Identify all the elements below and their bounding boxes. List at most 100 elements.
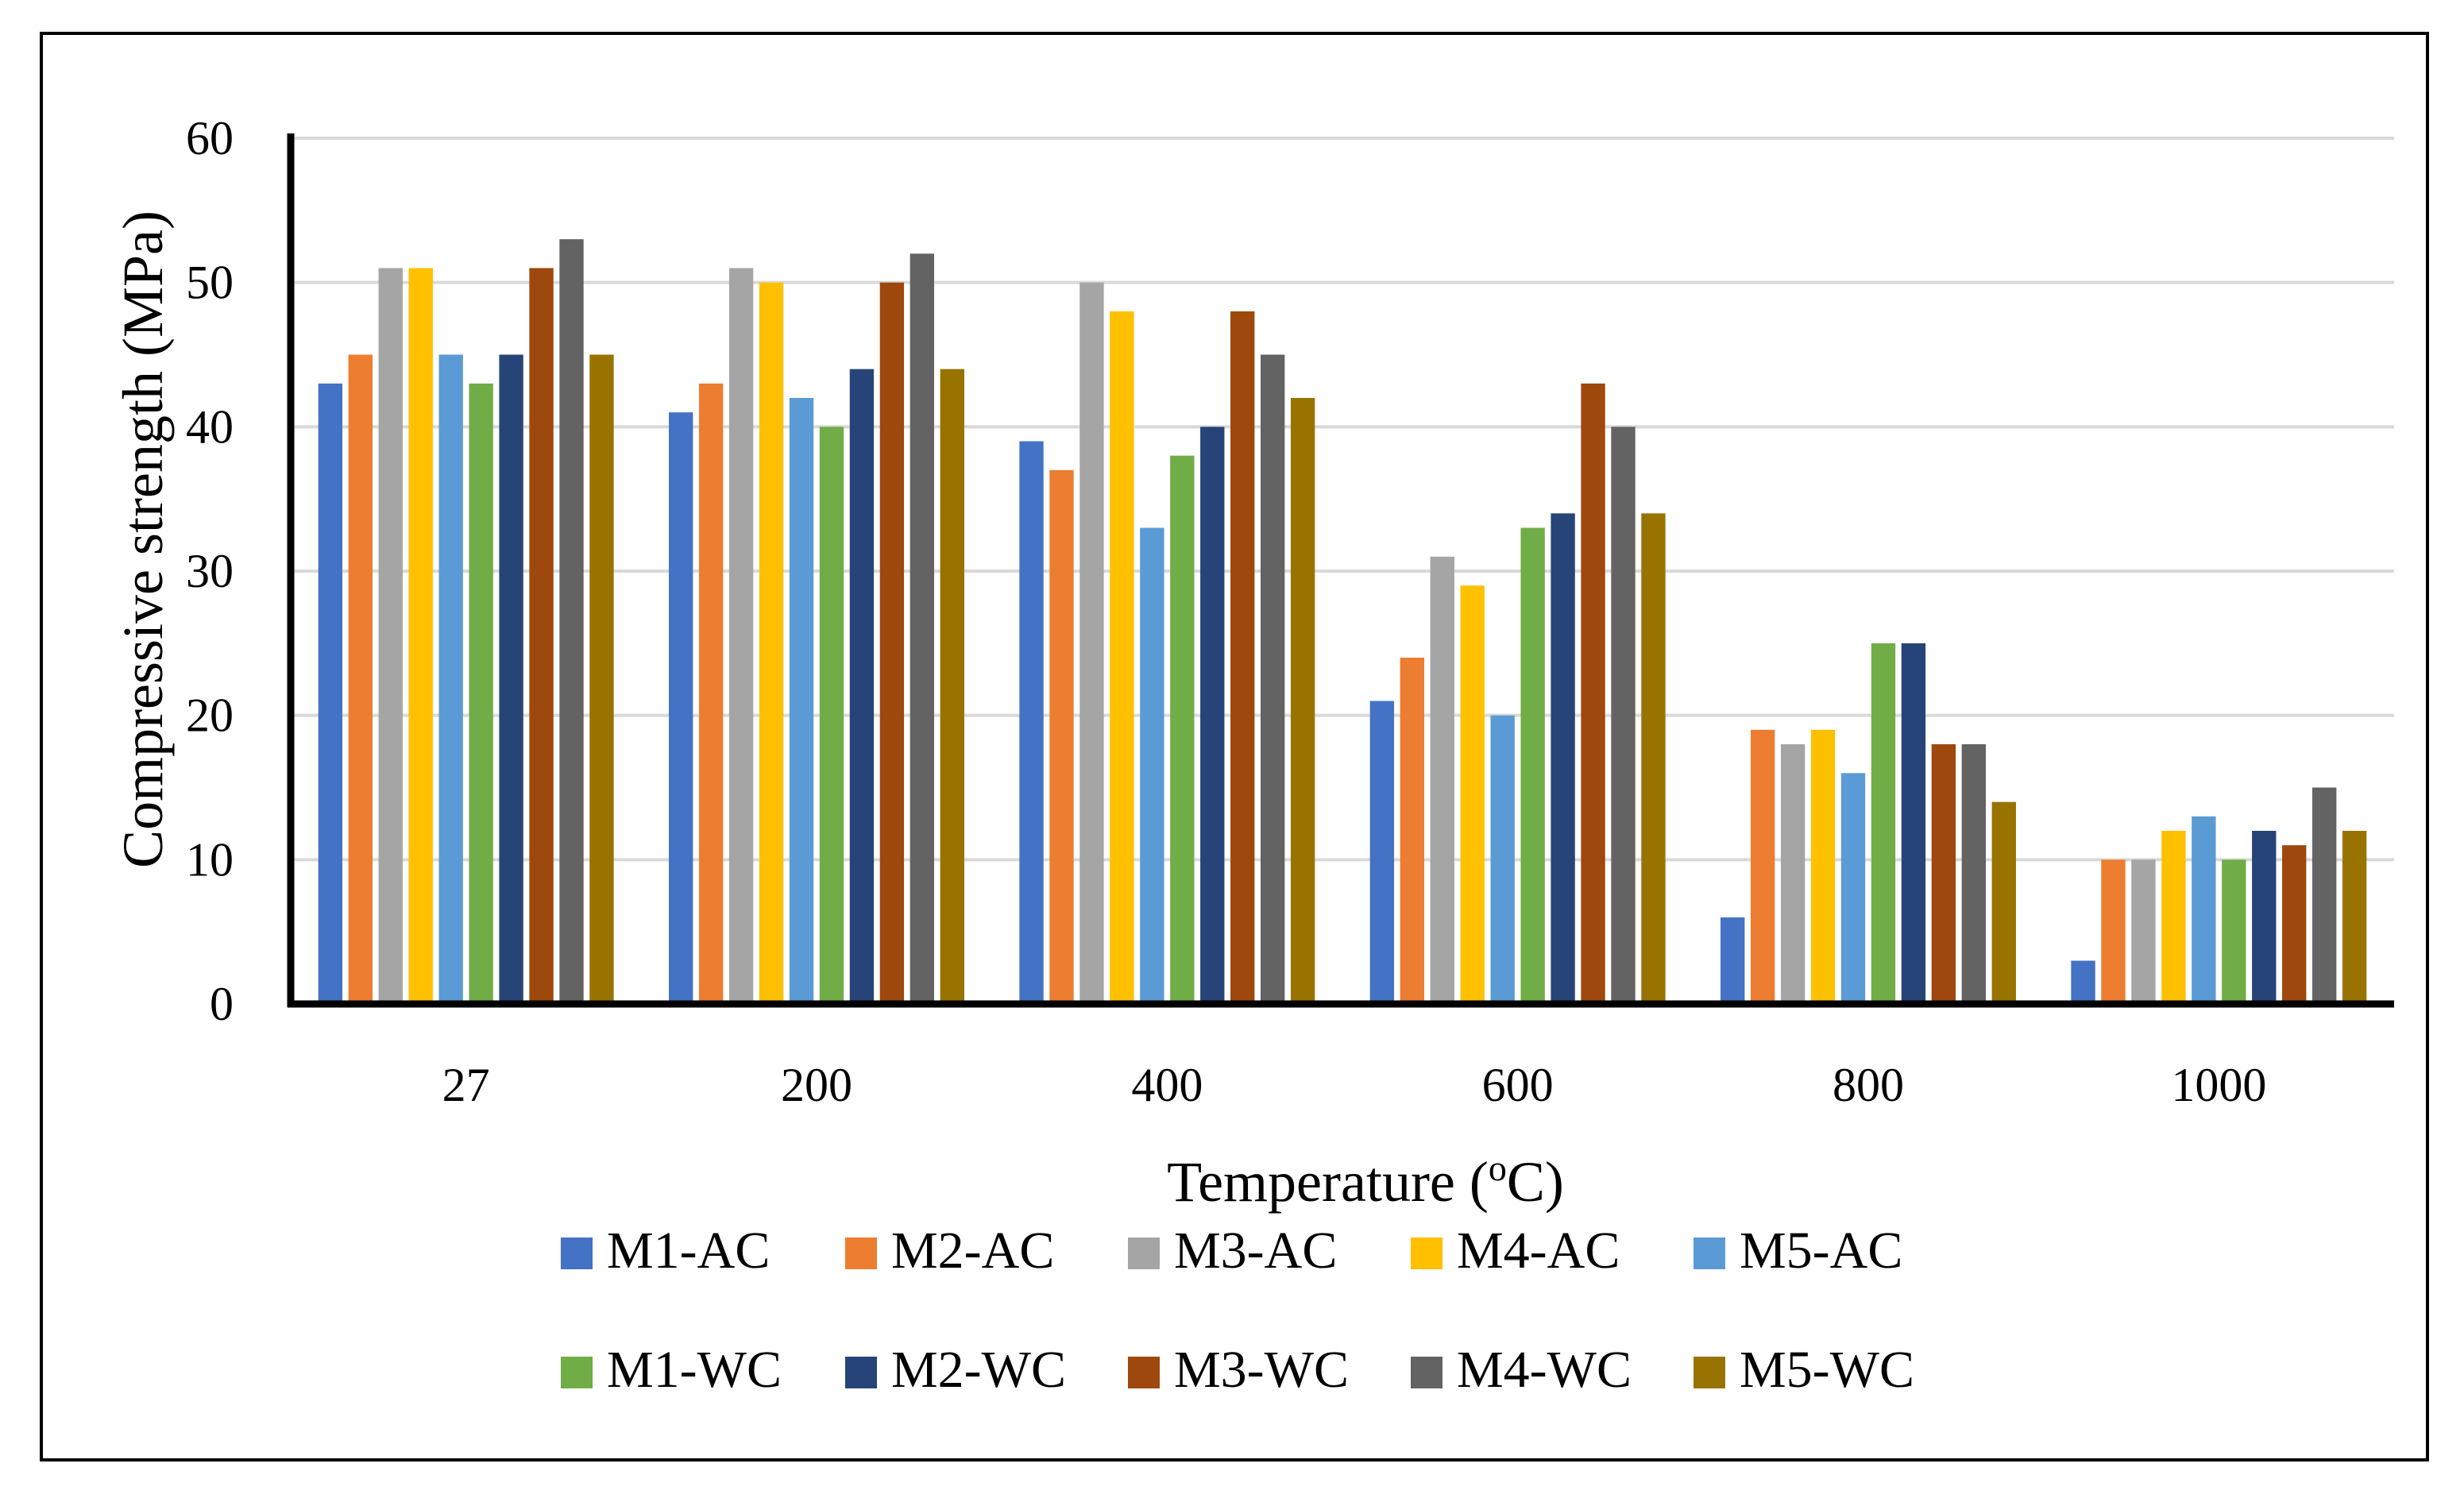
bar-m2-wc-600 (1551, 513, 1575, 1004)
bar-m4-ac-800 (1810, 729, 1836, 1004)
bar-m5-ac-600 (1490, 715, 1515, 1004)
x-axis-title: Temperature (oC) (1167, 1148, 1564, 1214)
y-tick-label: 0 (210, 978, 234, 1030)
bar-m3-wc-27 (529, 268, 554, 1004)
legend-swatch (561, 1238, 593, 1269)
legend-label: M1-WC (607, 1341, 782, 1399)
x-tick-label: 400 (1131, 1059, 1203, 1111)
chart-figure: 0 10 20 30 40 50 60 27 200 400 600 800 1000 Compres… (40, 32, 2429, 1461)
x-axis-title-main: Temperature ( (1167, 1150, 1489, 1214)
legend-label: M5-WC (1740, 1341, 1914, 1399)
legend-item: M3-AC (1128, 1222, 1337, 1280)
legend-item: M4-AC (1411, 1222, 1620, 1280)
x-axis-title-suffix: C) (1507, 1150, 1564, 1214)
legend-item: M4-WC (1411, 1341, 1632, 1399)
legend-swatch (1411, 1238, 1442, 1269)
legend-item: M5-AC (1694, 1222, 1902, 1280)
legend-label: M3-AC (1174, 1222, 1337, 1280)
legend-swatch (845, 1238, 877, 1269)
bar-m2-ac-200 (698, 383, 724, 1004)
x-tick-label: 27 (442, 1059, 490, 1111)
bar-m3-wc-400 (1230, 311, 1255, 1004)
bar-m3-wc-600 (1581, 383, 1605, 1004)
y-tick-label: 40 (186, 400, 234, 453)
bar-m5-ac-400 (1140, 527, 1164, 1004)
y-tick-labels: 0 10 20 30 40 50 60 (186, 112, 234, 1030)
y-axis-title: Compressive strength (MPa) (111, 210, 175, 868)
y-tick-label: 60 (186, 112, 234, 164)
bar-m1-wc-1000 (2222, 859, 2246, 1004)
bar-m4-ac-1000 (2161, 831, 2186, 1004)
bar-m2-ac-400 (1049, 469, 1074, 1004)
legend-label: M5-AC (1740, 1222, 1902, 1280)
x-tick-label: 1000 (2171, 1059, 2266, 1111)
legend-swatch (1411, 1357, 1442, 1388)
bar-m2-ac-600 (1400, 658, 1425, 1004)
legend-swatch (561, 1357, 593, 1388)
bar-m3-ac-600 (1430, 556, 1454, 1004)
bar-m1-wc-200 (819, 427, 844, 1004)
bar-m5-wc-200 (940, 369, 964, 1005)
bar-m4-ac-600 (1460, 585, 1485, 1004)
bar-m4-wc-1000 (2311, 787, 2337, 1004)
legend-label: M2-AC (891, 1222, 1054, 1280)
bar-m1-wc-400 (1170, 455, 1195, 1004)
bar-m4-ac-400 (1110, 311, 1134, 1004)
bar-m3-ac-800 (1780, 744, 1806, 1004)
bar-m2-ac-1000 (2101, 859, 2126, 1004)
bar-m1-wc-27 (469, 383, 493, 1004)
bar-m4-wc-800 (1961, 744, 1987, 1004)
bar-m3-wc-800 (1931, 744, 1956, 1004)
legend-swatch (1128, 1357, 1160, 1388)
bars (318, 239, 2367, 1005)
legend-item: M3-WC (1128, 1341, 1349, 1399)
legend-swatch (845, 1357, 877, 1388)
bar-m4-wc-27 (559, 239, 584, 1005)
bar-m1-wc-800 (1871, 643, 1896, 1004)
bar-m1-ac-27 (318, 383, 343, 1004)
bar-m4-wc-400 (1260, 354, 1285, 1004)
bar-m5-ac-27 (438, 354, 463, 1004)
bar-m1-ac-800 (1721, 917, 1745, 1004)
y-tick-label: 10 (186, 833, 234, 886)
legend: M1-AC M2-AC M3-AC M4-AC M5-AC M1-WC M2-WC M3-WC… (561, 1222, 1914, 1399)
bar-m1-ac-1000 (2071, 960, 2095, 1004)
bar-m5-ac-1000 (2192, 816, 2216, 1004)
legend-item: M2-AC (845, 1222, 1054, 1280)
grid-lines (291, 137, 2394, 862)
bar-m4-wc-600 (1611, 427, 1636, 1004)
bar-m5-wc-600 (1641, 513, 1666, 1004)
y-tick-label: 20 (186, 689, 234, 742)
bar-m3-ac-1000 (2131, 859, 2156, 1004)
bar-m3-wc-200 (879, 282, 905, 1005)
x-tick-label: 800 (1833, 1059, 1904, 1111)
bar-m2-wc-200 (849, 369, 875, 1005)
axes (287, 133, 2394, 1008)
bar-m1-ac-200 (669, 412, 693, 1004)
bar-m1-ac-400 (1019, 441, 1044, 1004)
bar-m5-wc-400 (1290, 398, 1315, 1004)
legend-label: M4-AC (1457, 1222, 1620, 1280)
bar-m5-wc-1000 (2342, 831, 2367, 1004)
x-tick-labels: 27 200 400 600 800 1000 (442, 1059, 2267, 1111)
bar-m3-ac-400 (1079, 282, 1104, 1005)
bar-m1-wc-600 (1520, 527, 1545, 1004)
x-tick-label: 600 (1482, 1059, 1554, 1111)
bar-m2-ac-27 (348, 354, 373, 1004)
legend-swatch (1128, 1238, 1160, 1269)
bar-m3-wc-1000 (2282, 845, 2307, 1004)
y-tick-label: 30 (186, 545, 234, 597)
legend-label: M1-AC (607, 1222, 770, 1280)
bar-m5-wc-27 (589, 354, 614, 1004)
x-tick-label: 200 (781, 1059, 852, 1111)
bar-m5-ac-800 (1840, 773, 1866, 1004)
legend-item: M1-WC (561, 1341, 782, 1399)
bar-m4-ac-200 (759, 282, 784, 1005)
legend-item: M2-WC (845, 1341, 1066, 1399)
bar-m2-wc-27 (499, 354, 523, 1004)
bar-m2-ac-800 (1750, 729, 1775, 1004)
bar-m4-ac-27 (408, 268, 433, 1004)
bar-m3-ac-200 (728, 268, 754, 1004)
legend-item: M1-AC (561, 1222, 770, 1280)
bar-m1-ac-600 (1369, 701, 1395, 1004)
